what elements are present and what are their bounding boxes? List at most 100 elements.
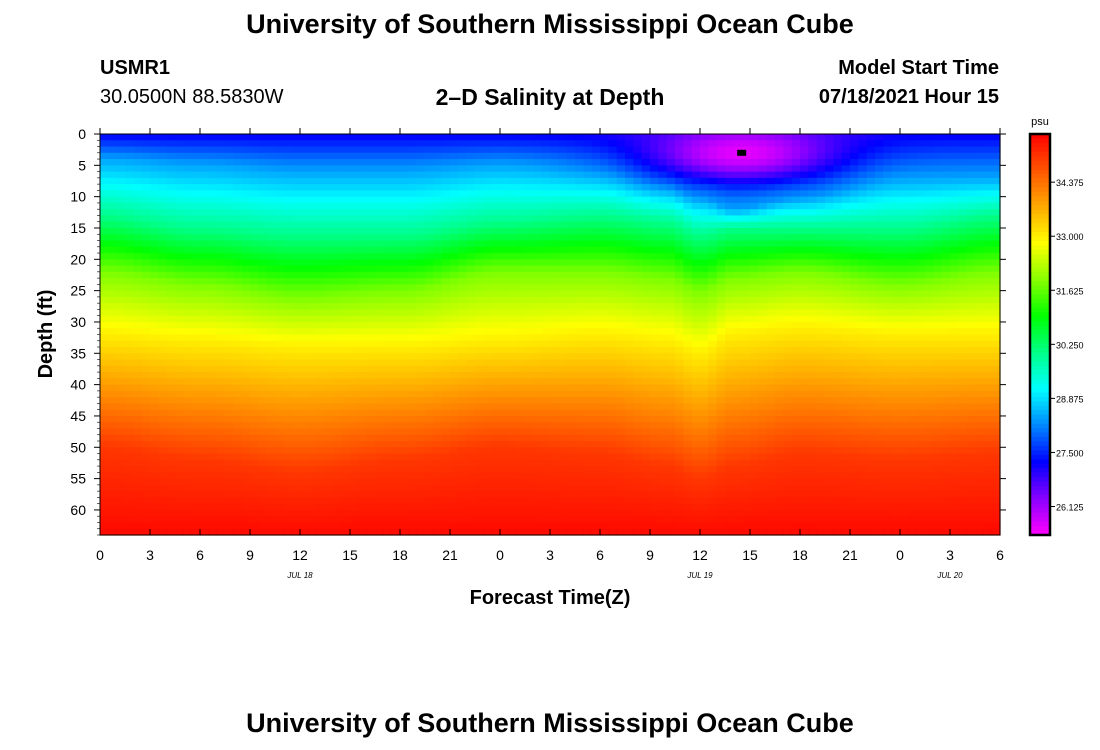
heatmap-cell (550, 152, 559, 160)
heatmap-cell (683, 221, 693, 229)
heatmap-cell (933, 140, 943, 148)
heatmap-cell (266, 152, 276, 160)
heatmap-cell (466, 140, 476, 148)
heatmap-cell (158, 334, 168, 342)
heatmap-cell (533, 353, 543, 361)
heatmap-cell (500, 284, 509, 292)
heatmap-cell (666, 246, 676, 254)
heatmap-cell (350, 359, 359, 367)
heatmap-cell (608, 359, 618, 367)
heatmap-cell (333, 265, 343, 273)
heatmap-cell (116, 253, 126, 260)
heatmap-cell (150, 353, 159, 361)
heatmap-cell (950, 334, 959, 342)
heatmap-cell (641, 221, 651, 229)
heatmap-cell (333, 303, 343, 311)
heatmap-cell (150, 265, 159, 273)
heatmap-cell (391, 265, 401, 273)
heatmap-cell (875, 140, 884, 148)
heatmap-cell (741, 265, 751, 273)
heatmap-cell (266, 290, 276, 298)
heatmap-cell (466, 284, 476, 292)
heatmap-cell (716, 227, 726, 235)
heatmap-cell (325, 409, 334, 417)
heatmap-cell (883, 177, 893, 185)
heatmap-cell (175, 397, 184, 405)
heatmap-cell (925, 227, 934, 235)
heatmap-cell (375, 165, 384, 173)
heatmap-cell (941, 227, 951, 235)
heatmap-cell (533, 271, 543, 279)
heatmap-cell (300, 240, 309, 248)
heatmap-cell (733, 140, 743, 148)
heatmap-cell (591, 296, 601, 304)
heatmap-cell (533, 246, 543, 254)
heatmap-cell (508, 378, 518, 386)
heatmap-cell (575, 334, 584, 342)
heatmap-cell (383, 403, 393, 411)
heatmap-cell (900, 303, 909, 311)
heatmap-cell (741, 353, 751, 361)
heatmap-cell (500, 415, 509, 423)
heatmap-cell (958, 359, 968, 367)
heatmap-cell (900, 240, 909, 248)
heatmap-cell (966, 340, 976, 348)
heatmap-cell (241, 278, 251, 285)
heatmap-cell (800, 365, 809, 373)
heatmap-cell (175, 290, 184, 298)
heatmap-cell (716, 384, 726, 392)
heatmap-cell (166, 390, 176, 398)
heatmap-cell (975, 184, 984, 191)
heatmap-cell (216, 328, 226, 336)
heatmap-cell (216, 177, 226, 185)
heatmap-cell (150, 415, 159, 423)
heatmap-cell (416, 359, 426, 367)
heatmap-cell (841, 134, 851, 141)
heatmap-cell (383, 321, 393, 329)
heatmap-cell (250, 171, 259, 179)
heatmap-cell (800, 146, 809, 154)
heatmap-cell (691, 359, 701, 367)
heatmap-cell (966, 202, 976, 210)
heatmap-cell (100, 234, 109, 242)
heatmap-cell (700, 196, 709, 204)
heatmap-cell (833, 202, 843, 210)
heatmap-cell (175, 171, 184, 179)
heatmap-cell (550, 246, 559, 254)
heatmap-cell (950, 221, 959, 229)
heatmap-cell (333, 359, 343, 367)
heatmap-cell (358, 221, 368, 229)
heatmap-cell (941, 328, 951, 336)
heatmap-cell (858, 347, 868, 354)
heatmap-cell (633, 209, 643, 217)
heatmap-cell (750, 328, 759, 336)
heatmap-cell (500, 165, 509, 173)
heatmap-cell (750, 234, 759, 242)
heatmap-cell (458, 196, 468, 204)
heatmap-cell (125, 202, 134, 210)
heatmap-cell (833, 284, 843, 292)
heatmap-cell (425, 134, 434, 141)
heatmap-cell (808, 378, 818, 386)
heatmap-cell (941, 171, 951, 179)
heatmap-cell (841, 353, 851, 361)
heatmap-cell (541, 227, 551, 235)
heatmap-cell (800, 284, 809, 292)
heatmap-cell (866, 140, 876, 148)
heatmap-cell (891, 309, 901, 317)
heatmap-cell (433, 384, 443, 392)
heatmap-cell (166, 202, 176, 210)
heatmap-cell (258, 278, 268, 285)
heatmap-cell (500, 196, 509, 204)
heatmap-cell (408, 215, 418, 223)
heatmap-cell (591, 347, 601, 354)
heatmap-cell (333, 184, 343, 191)
heatmap-cell (491, 303, 501, 311)
heatmap-cell (983, 290, 993, 298)
heatmap-cell (350, 390, 359, 398)
heatmap-cell (675, 259, 684, 267)
heatmap-cell (933, 328, 943, 336)
heatmap-cell (583, 215, 593, 223)
heatmap-cell (708, 334, 718, 342)
heatmap-cell (700, 359, 709, 367)
